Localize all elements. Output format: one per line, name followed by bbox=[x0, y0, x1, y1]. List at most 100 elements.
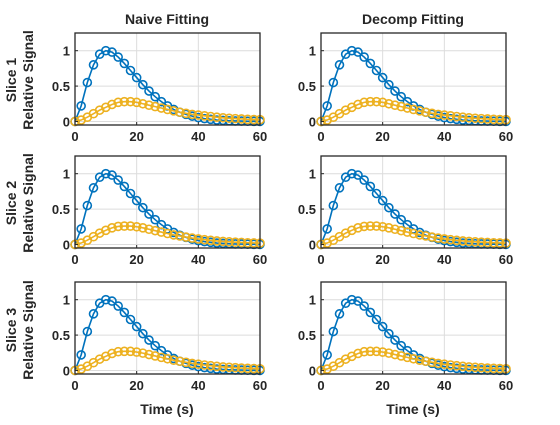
x-tick-label: 20 bbox=[375, 378, 389, 393]
axes-box bbox=[320, 155, 507, 249]
ylabel-row-1: Relative Signal bbox=[20, 30, 36, 130]
data-point-yellow bbox=[488, 363, 499, 374]
x-tick-label: 0 bbox=[317, 378, 324, 393]
data-point-yellow bbox=[218, 236, 228, 247]
data-point-blue bbox=[107, 296, 117, 306]
data-point-yellow bbox=[414, 106, 425, 116]
data-point-blue bbox=[76, 101, 86, 111]
data-point-blue bbox=[390, 86, 400, 96]
panel-r2-c1: 0 20 40 60 0 0.5 1 bbox=[52, 155, 267, 267]
data-point-blue bbox=[82, 326, 93, 337]
data-point-yellow bbox=[230, 237, 241, 247]
data-point-yellow bbox=[156, 103, 167, 113]
data-point-blue bbox=[322, 224, 332, 234]
ylabel-row-3: Relative Signal bbox=[20, 280, 36, 380]
data-point-yellow bbox=[230, 113, 241, 124]
data-point-blue bbox=[138, 328, 148, 339]
data-point-blue bbox=[138, 202, 148, 213]
data-point-yellow bbox=[445, 360, 456, 370]
panel-r2-c2: 0 20 40 60 0 0.5 1 bbox=[298, 155, 513, 267]
data-point-yellow bbox=[488, 237, 499, 248]
data-point-blue bbox=[371, 65, 382, 76]
data-point-yellow bbox=[353, 348, 363, 359]
data-point-blue bbox=[150, 91, 160, 102]
y-tick-label: 0.5 bbox=[298, 79, 316, 94]
axes-box bbox=[74, 32, 261, 126]
y-tick-label: 0 bbox=[309, 237, 316, 252]
data-point-yellow bbox=[218, 362, 228, 372]
axes-box bbox=[320, 281, 507, 375]
data-point-blue bbox=[371, 188, 382, 199]
data-point-blue bbox=[353, 47, 363, 57]
data-point-yellow bbox=[384, 223, 394, 233]
data-point-yellow bbox=[125, 221, 136, 231]
y-tick-label: 0 bbox=[63, 237, 70, 252]
xlabel-right: Time (s) bbox=[386, 401, 439, 417]
data-point-yellow bbox=[371, 221, 382, 231]
data-point-yellow bbox=[377, 221, 388, 232]
data-point-blue bbox=[88, 60, 99, 70]
data-point-yellow bbox=[125, 346, 136, 357]
data-point-blue bbox=[113, 175, 123, 185]
data-point-yellow bbox=[458, 236, 468, 246]
data-point-yellow bbox=[421, 231, 431, 241]
data-point-yellow bbox=[119, 96, 130, 107]
data-point-blue bbox=[347, 168, 357, 179]
panels: 0 20 40 60 0 0.5 1 0 20 40 60 0 0.5 1 0 20 40 60 0 0.5 1 0 20 4… bbox=[52, 32, 513, 393]
y-tick-label: 0.5 bbox=[298, 202, 316, 217]
data-point-blue bbox=[138, 79, 148, 90]
data-point-yellow bbox=[150, 351, 160, 361]
data-point-yellow bbox=[131, 347, 142, 357]
data-point-yellow bbox=[396, 225, 406, 236]
data-point-yellow bbox=[181, 108, 191, 119]
x-tick-label: 40 bbox=[191, 252, 205, 267]
data-point-yellow bbox=[224, 237, 234, 247]
data-point-yellow bbox=[414, 355, 425, 366]
data-point-blue bbox=[384, 202, 394, 213]
data-point-blue bbox=[353, 296, 363, 306]
data-point-yellow bbox=[236, 363, 247, 373]
data-point-yellow bbox=[144, 100, 154, 110]
x-tick-label: 20 bbox=[375, 129, 389, 144]
panel-r3-c1: 0 20 40 60 0 0.5 1 bbox=[52, 281, 267, 393]
data-point-blue bbox=[384, 328, 394, 339]
data-point-yellow bbox=[439, 234, 450, 244]
data-point-blue bbox=[396, 340, 406, 351]
data-point-yellow bbox=[107, 223, 117, 233]
data-point-yellow bbox=[390, 100, 400, 110]
data-point-yellow bbox=[408, 353, 419, 364]
data-point-yellow bbox=[168, 355, 179, 366]
y-tick-label: 0.5 bbox=[52, 202, 70, 217]
data-point-yellow bbox=[138, 348, 148, 358]
data-point-yellow bbox=[377, 347, 388, 357]
y-tick-label: 1 bbox=[63, 167, 70, 182]
data-point-yellow bbox=[414, 230, 425, 240]
data-point-yellow bbox=[476, 362, 487, 373]
series-line-yellow bbox=[74, 350, 261, 372]
x-tick-label: 40 bbox=[437, 252, 451, 267]
data-point-blue bbox=[113, 52, 123, 62]
data-point-blue bbox=[119, 58, 130, 69]
data-point-blue bbox=[384, 79, 394, 90]
data-point-yellow bbox=[451, 111, 462, 122]
series-line-yellow bbox=[320, 100, 507, 123]
data-point-yellow bbox=[408, 104, 419, 115]
data-point-yellow bbox=[175, 231, 185, 241]
data-point-blue bbox=[76, 350, 86, 360]
x-tick-label: 0 bbox=[317, 252, 324, 267]
data-point-yellow bbox=[107, 99, 117, 110]
y-tick-label: 1 bbox=[63, 44, 70, 59]
data-point-blue bbox=[125, 65, 136, 76]
data-point-yellow bbox=[224, 113, 234, 124]
data-point-yellow bbox=[347, 225, 357, 236]
data-point-yellow bbox=[212, 236, 222, 246]
axes-box bbox=[74, 281, 261, 375]
data-point-yellow bbox=[187, 109, 197, 120]
data-point-yellow bbox=[175, 356, 185, 367]
data-point-blue bbox=[322, 101, 332, 111]
data-point-yellow bbox=[193, 110, 204, 120]
data-point-blue bbox=[359, 52, 369, 62]
data-point-blue bbox=[131, 195, 142, 206]
data-point-yellow bbox=[495, 363, 505, 374]
